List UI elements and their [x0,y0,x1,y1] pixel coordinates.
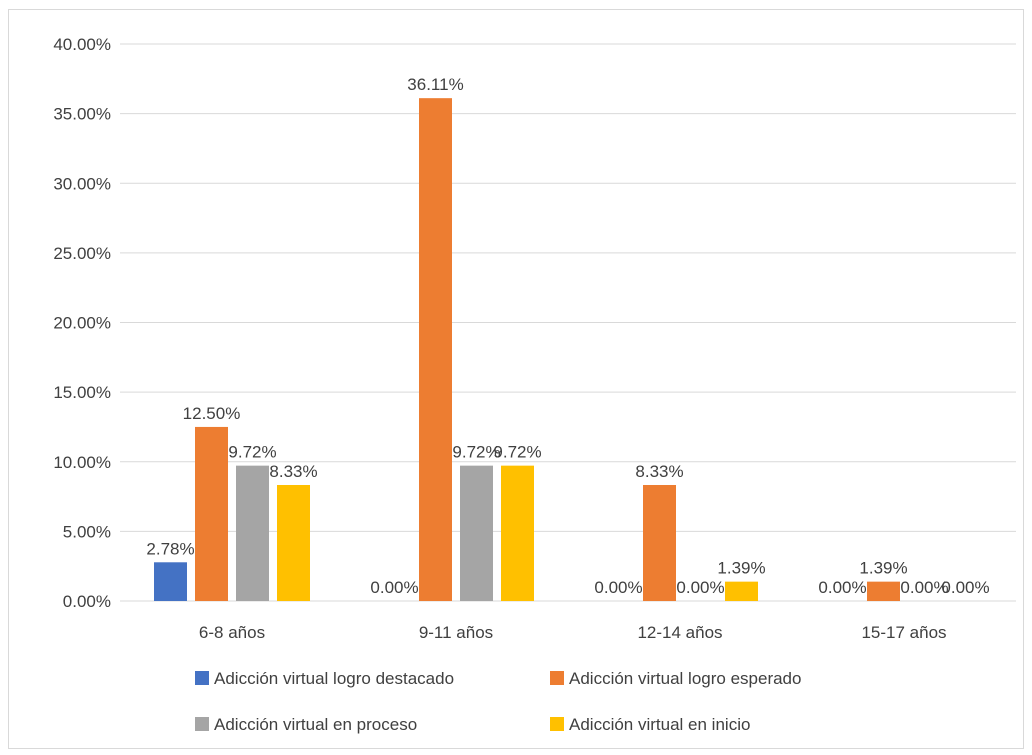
data-label: 36.11% [407,75,463,94]
y-tick-label: 25.00% [53,244,111,263]
data-label: 1.39% [717,559,765,578]
bar [419,98,452,602]
y-tick-label: 30.00% [53,174,111,193]
bar [725,581,758,601]
y-tick-label: 0.00% [63,592,111,611]
bar [501,465,534,601]
legend-item: Adicción virtual en proceso [195,715,417,734]
y-axis-ticks: 0.00% 5.00% 10.00% 15.00% 20.00% 25.00% 30.00%… [53,35,111,611]
x-axis-ticks: 6-8 años 9-11 años 12-14 años 15-17 años [199,623,947,642]
legend: Adicción virtual logro destacado Adicción… [195,669,801,734]
bars [154,98,900,602]
data-label: 8.33% [635,462,683,481]
legend-label: Adicción virtual logro esperado [569,669,801,688]
bar [643,485,676,601]
legend-item: Adicción virtual logro esperado [550,669,801,688]
y-tick-label: 10.00% [53,453,111,472]
bar [867,581,900,601]
legend-swatch [550,671,564,685]
data-label: 2.78% [146,539,194,558]
data-label: 0.00% [594,578,642,597]
y-tick-label: 5.00% [63,522,111,541]
x-tick-label: 6-8 años [199,623,265,642]
bar [236,465,269,601]
data-labels: 2.78%12.50%9.72%8.33%0.00%36.11%9.72%9.7… [146,75,989,597]
legend-swatch [195,717,209,731]
y-tick-label: 15.00% [53,383,111,402]
data-label: 0.00% [370,578,418,597]
chart-container: 0.00% 5.00% 10.00% 15.00% 20.00% 25.00% 30.00%… [8,9,1024,749]
x-tick-label: 15-17 años [861,623,946,642]
x-tick-label: 9-11 años [419,623,493,642]
data-label: 8.33% [269,462,317,481]
gridlines [120,43,1016,602]
data-label: 0.00% [941,578,989,597]
data-label: 0.00% [818,578,866,597]
bar-chart: 0.00% 5.00% 10.00% 15.00% 20.00% 25.00% 30.00%… [53,35,1016,734]
legend-swatch [195,671,209,685]
data-label: 0.00% [676,578,724,597]
data-label: 9.72% [452,443,500,462]
data-label: 0.00% [900,578,948,597]
x-tick-label: 12-14 años [637,623,722,642]
legend-item: Adicción virtual en inicio [550,715,750,734]
bar [154,562,187,601]
bar [277,485,310,601]
data-label: 1.39% [859,559,907,578]
legend-label: Adicción virtual en proceso [214,715,417,734]
legend-label: Adicción virtual logro destacado [214,669,454,688]
bar [460,465,493,601]
legend-label: Adicción virtual en inicio [569,715,750,734]
data-label: 9.72% [228,443,276,462]
y-tick-label: 35.00% [53,105,111,124]
bar [195,426,228,601]
legend-item: Adicción virtual logro destacado [195,669,454,688]
legend-swatch [550,717,564,731]
y-tick-label: 40.00% [53,35,111,54]
data-label: 12.50% [183,404,241,423]
y-tick-label: 20.00% [53,314,111,333]
data-label: 9.72% [493,443,541,462]
